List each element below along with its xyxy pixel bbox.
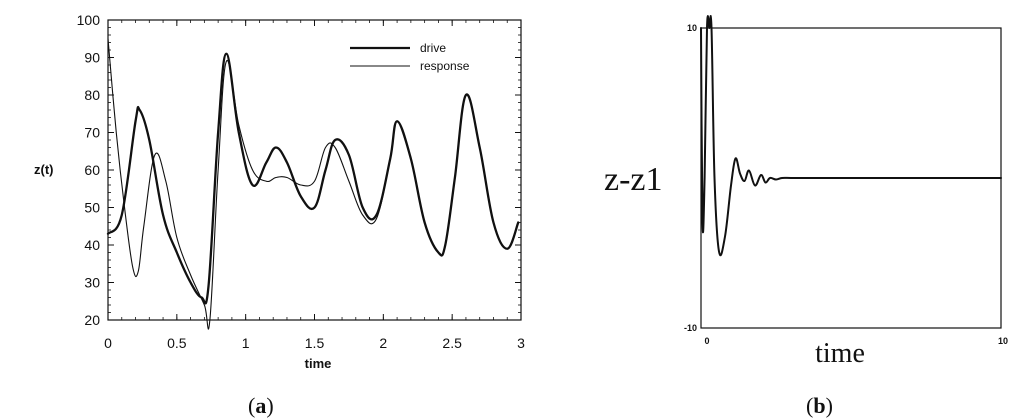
series-line-b bbox=[700, 15, 1002, 257]
y-axis-label-a: z(t) bbox=[34, 162, 54, 177]
panel-label-b-close: ) bbox=[826, 393, 833, 418]
y-tick-label-b: 10 bbox=[687, 23, 697, 33]
panel-label-a: (a) bbox=[248, 393, 274, 418]
x-axis-label-a: time bbox=[305, 356, 332, 371]
panel-label-b-letter: b bbox=[813, 393, 825, 418]
series-group-b bbox=[700, 15, 1002, 257]
y-tick-label: 30 bbox=[84, 275, 100, 291]
y-tick-label-b: -10 bbox=[684, 323, 697, 333]
y-tick-label: 50 bbox=[84, 200, 100, 216]
legend-label-drive: drive bbox=[420, 41, 446, 55]
series-group-a bbox=[106, 38, 520, 330]
x-tick-label: 1 bbox=[242, 335, 250, 351]
legend-a: drive response bbox=[350, 41, 470, 73]
x-axis-label-b: time bbox=[815, 338, 865, 369]
y-tick-label: 80 bbox=[84, 87, 100, 103]
legend-label-response: response bbox=[420, 59, 470, 73]
panel-label-a-open: ( bbox=[248, 393, 255, 418]
series-line-response bbox=[107, 38, 519, 330]
y-tick-label: 100 bbox=[77, 12, 101, 28]
y-tick-label: 70 bbox=[84, 125, 100, 141]
x-tick-label-b: 10 bbox=[998, 336, 1008, 346]
x-tick-label: 2.5 bbox=[442, 335, 462, 351]
y-tick-label: 40 bbox=[84, 237, 100, 253]
y-tick-label: 60 bbox=[84, 162, 100, 178]
x-tick-label: 2 bbox=[379, 335, 387, 351]
series-line-drive bbox=[106, 52, 520, 305]
panel-label-a-letter: a bbox=[255, 393, 266, 418]
y-tick-label: 90 bbox=[84, 50, 100, 66]
x-tick-label: 0.5 bbox=[167, 335, 187, 351]
x-tick-label: 3 bbox=[517, 335, 525, 351]
y-tick-label: 20 bbox=[84, 312, 100, 328]
x-tick-label: 0 bbox=[104, 335, 112, 351]
axis-ticks-b: 10 -10 0 10 bbox=[684, 23, 1008, 346]
y-axis-ticks-a: 20 30 40 50 60 70 80 90 100 bbox=[77, 12, 521, 328]
x-tick-label-b: 0 bbox=[704, 336, 709, 346]
panel-label-b: (b) bbox=[806, 393, 833, 418]
chart-b: 10 -10 0 10 z-z1 time (b) bbox=[604, 15, 1008, 418]
x-axis-ticks-a: 0 0.5 1 1.5 2 2.5 3 bbox=[104, 20, 525, 351]
x-tick-label: 1.5 bbox=[305, 335, 325, 351]
y-axis-label-b: z-z1 bbox=[604, 161, 663, 198]
panel-label-a-close: ) bbox=[266, 393, 273, 418]
panel-label-b-open: ( bbox=[806, 393, 813, 418]
chart-a: 20 30 40 50 60 70 80 90 100 0 0.5 1 1.5 2 2.5 3 z(t) t… bbox=[34, 12, 525, 418]
